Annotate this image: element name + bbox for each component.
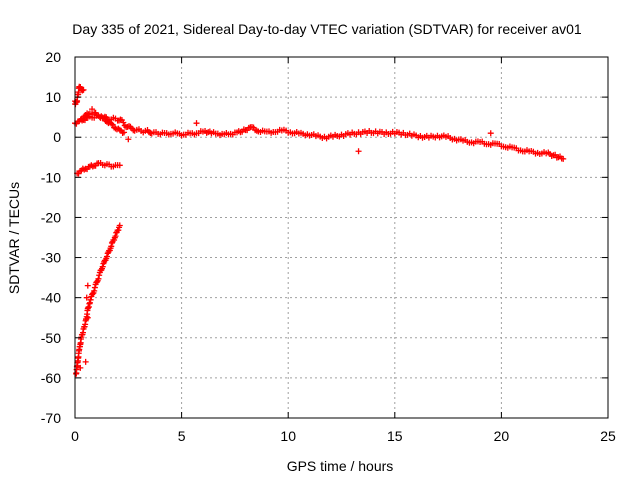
data-point xyxy=(89,163,96,170)
y-tick-label: 20 xyxy=(45,49,61,65)
data-point xyxy=(82,358,89,365)
data-point xyxy=(355,148,362,155)
data-point xyxy=(80,86,87,93)
y-tick-label: -50 xyxy=(41,330,61,346)
x-axis-label: GPS time / hours xyxy=(287,458,394,474)
data-point xyxy=(115,227,122,234)
chart-title: Day 335 of 2021, Sidereal Day-to-day VTE… xyxy=(72,21,582,37)
y-tick-label: -10 xyxy=(41,169,61,185)
data-point xyxy=(95,275,102,282)
y-tick-label: -70 xyxy=(41,410,61,426)
data-point xyxy=(91,287,98,294)
x-tick-label: 15 xyxy=(387,428,403,444)
y-tick-label: -20 xyxy=(41,209,61,225)
x-tick-label: 0 xyxy=(71,428,79,444)
data-point xyxy=(121,129,128,136)
data-point xyxy=(116,222,123,229)
axis-ticks: 0 5 10 15 20 25 20 10 0 -10 -20 -30 -40 -50 -60 -70 xyxy=(41,49,616,444)
data-point xyxy=(89,106,96,113)
data-point xyxy=(99,263,106,270)
y-tick-label: -30 xyxy=(41,250,61,266)
y-tick-label: 10 xyxy=(45,89,61,105)
y-axis-label: SDTVAR / TECUs xyxy=(6,182,22,294)
data-point xyxy=(89,290,96,297)
data-point xyxy=(125,136,132,143)
grid-lines xyxy=(75,57,608,418)
x-tick-label: 5 xyxy=(178,428,186,444)
x-tick-label: 20 xyxy=(494,428,510,444)
data-point xyxy=(120,119,127,126)
data-point xyxy=(560,155,567,162)
data-point xyxy=(116,162,123,169)
data-point xyxy=(91,284,98,291)
data-point xyxy=(487,130,494,137)
data-point xyxy=(108,243,115,250)
y-tick-label: -60 xyxy=(41,370,61,386)
data-points xyxy=(72,83,567,377)
plot-frame xyxy=(74,56,609,419)
data-point xyxy=(96,272,103,279)
data-point xyxy=(112,233,119,240)
data-point xyxy=(193,120,200,127)
data-point xyxy=(94,278,101,285)
data-point xyxy=(84,282,91,289)
x-tick-label: 10 xyxy=(280,428,296,444)
data-point xyxy=(86,299,93,306)
data-point xyxy=(77,364,84,371)
data-point xyxy=(84,314,91,321)
x-tick-label: 25 xyxy=(600,428,616,444)
data-point xyxy=(87,296,94,303)
y-tick-label: -40 xyxy=(41,290,61,306)
data-point xyxy=(83,294,90,301)
data-point xyxy=(103,253,110,260)
y-tick-label: 0 xyxy=(53,129,61,145)
